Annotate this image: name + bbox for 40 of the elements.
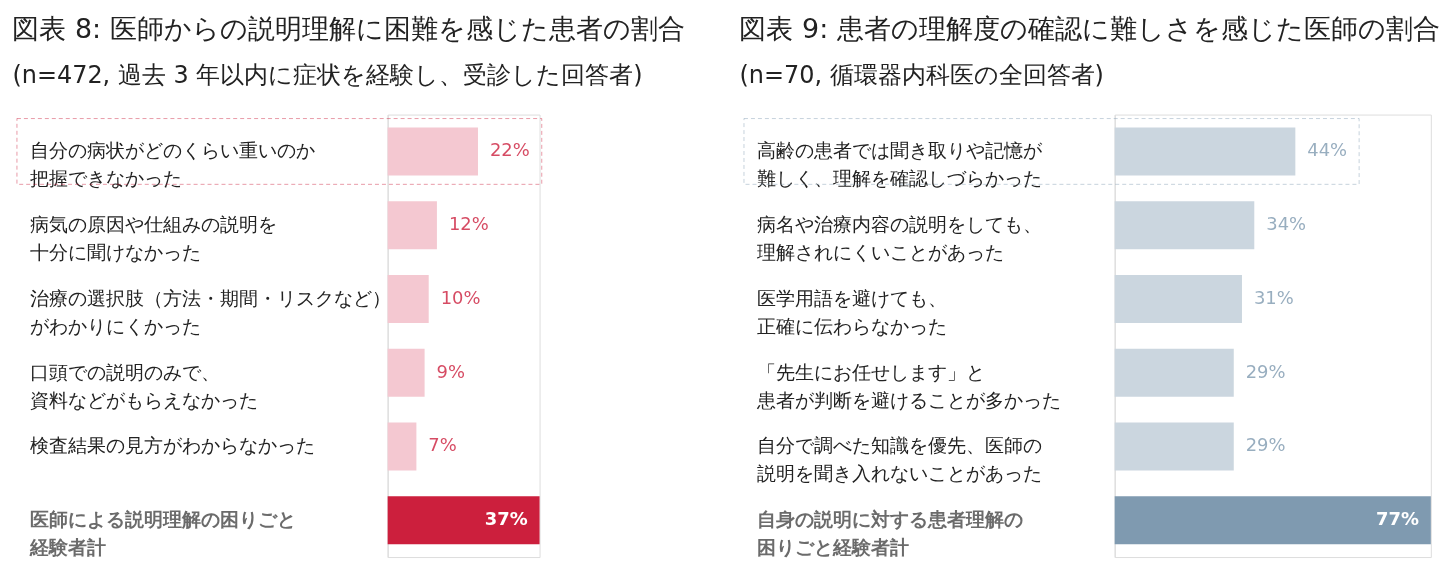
data-label: 44% xyxy=(1307,139,1348,161)
chart-title: 図表 8: 医師からの説明理解に困難を感じた患者の割合 xyxy=(12,12,685,44)
y-tick-label: 自分で調べた知識を優先、医師の説明を聞き入れないことがあった xyxy=(757,434,1043,485)
data-label: 9% xyxy=(436,360,465,382)
bar xyxy=(387,348,425,397)
data-label: 10% xyxy=(440,286,481,308)
data-label: 37% xyxy=(484,508,528,530)
bar xyxy=(387,201,437,250)
y-tick-label: 高齢の患者では聞き取りや記憶が難しく、理解を確認しづらかった xyxy=(757,139,1044,190)
bar xyxy=(387,496,540,545)
data-label: 31% xyxy=(1253,286,1294,308)
y-tick-label: 病気の原因や仕組みの説明を十分に聞けなかった xyxy=(30,213,278,264)
y-tick-label: 検査結果の見方がわからなかった xyxy=(30,434,316,457)
y-tick-label: 治療の選択肢（方法・期間・リスクなど）がわかりにくかった xyxy=(30,286,392,337)
chart-title: 図表 9: 患者の理解度の確認に難しさを感じた医師の割合 xyxy=(739,12,1440,44)
bar xyxy=(387,274,429,323)
bar xyxy=(1114,422,1234,471)
bar xyxy=(1114,127,1296,176)
data-label: 29% xyxy=(1245,434,1286,456)
bar xyxy=(387,422,417,471)
data-label: 7% xyxy=(428,434,457,456)
data-label: 77% xyxy=(1375,508,1419,530)
data-label: 34% xyxy=(1266,213,1307,235)
bar xyxy=(1114,496,1431,545)
y-tick-label: 自分の病状がどのくらい重いのか把握できなかった xyxy=(30,139,316,190)
y-tick-label: 「先生にお任せします」と患者が判断を避けることが多かった xyxy=(756,360,1062,411)
y-tick-label: 医学用語を避けても、正確に伝わらなかった xyxy=(757,286,948,337)
bar xyxy=(1114,348,1234,397)
y-tick-label: 医師による説明理解の困りごと経験者計 xyxy=(29,508,297,559)
y-tick-label: 自身の説明に対する患者理解の困りごと経験者計 xyxy=(757,508,1024,559)
bar xyxy=(387,127,478,176)
data-label: 22% xyxy=(489,139,530,161)
y-tick-label: 口頭での説明のみで、資料などがもらえなかった xyxy=(30,360,259,411)
bar xyxy=(1114,201,1255,250)
y-tick-label: 病名や治療内容の説明をしても、理解されにくいことがあった xyxy=(757,213,1043,264)
chart-subtitle: (n=472, 過去 3 年以内に症状を経験し、受診した回答者) xyxy=(12,60,643,89)
data-label: 29% xyxy=(1245,360,1286,382)
text: (n=70, 循環器内科医の全回答者) xyxy=(739,60,1104,89)
bar xyxy=(1114,274,1242,323)
data-label: 12% xyxy=(448,213,489,235)
